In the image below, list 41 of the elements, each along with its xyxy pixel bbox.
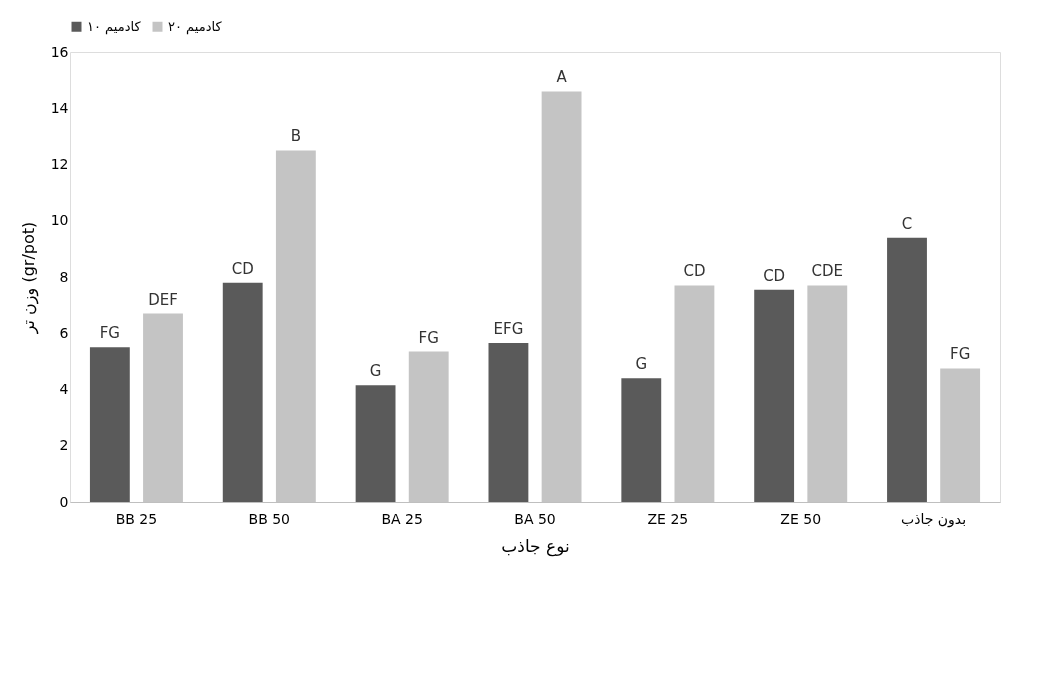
legend-label: کادمیم ۱۰ xyxy=(87,18,142,35)
x-tick-label: ZE 50 xyxy=(780,510,822,527)
y-tick-label: 12 xyxy=(50,156,69,172)
data-label: FG xyxy=(99,324,120,343)
data-label: G xyxy=(635,355,648,374)
data-label: CD xyxy=(763,266,786,285)
data-label: A xyxy=(556,68,568,87)
y-axis-title: وزن تر (gr/pot) xyxy=(18,221,39,335)
bar xyxy=(887,237,927,502)
data-label: G xyxy=(369,362,382,381)
y-tick-label: 14 xyxy=(50,99,69,116)
x-tick-label: BA 50 xyxy=(514,510,556,527)
data-label: CD xyxy=(683,262,706,281)
data-label: FG xyxy=(950,345,971,364)
bar xyxy=(89,347,130,502)
data-label: CD xyxy=(231,259,254,278)
legend-label: کادمیم ۲۰ xyxy=(168,18,223,35)
y-tick-label: 4 xyxy=(59,381,69,397)
x-tick-label: بدون جاذب xyxy=(901,510,967,528)
y-tick-label: 8 xyxy=(59,268,69,285)
x-axis-title: نوع جاذب xyxy=(501,535,570,557)
x-tick-label: ZE 25 xyxy=(647,510,689,527)
bar xyxy=(222,282,263,502)
bar xyxy=(621,378,662,502)
data-label: C xyxy=(901,214,913,233)
y-tick-label: 6 xyxy=(59,324,69,341)
bar xyxy=(488,343,529,502)
data-label: FG xyxy=(418,328,439,347)
bar xyxy=(754,289,795,502)
y-tick-label: 10 xyxy=(50,212,69,229)
data-label: B xyxy=(290,127,302,146)
data-label: DEF xyxy=(148,290,178,309)
y-tick-label: 0 xyxy=(59,493,69,510)
data-label: EFG xyxy=(493,320,524,339)
y-tick-label: 2 xyxy=(59,437,69,454)
x-tick-label: BA 25 xyxy=(381,510,423,527)
data-label: CDE xyxy=(811,262,844,281)
x-tick-label: BB 50 xyxy=(248,510,291,527)
y-tick-label: 16 xyxy=(50,43,69,60)
x-tick-label: BB 25 xyxy=(115,510,158,527)
bar xyxy=(355,385,396,502)
